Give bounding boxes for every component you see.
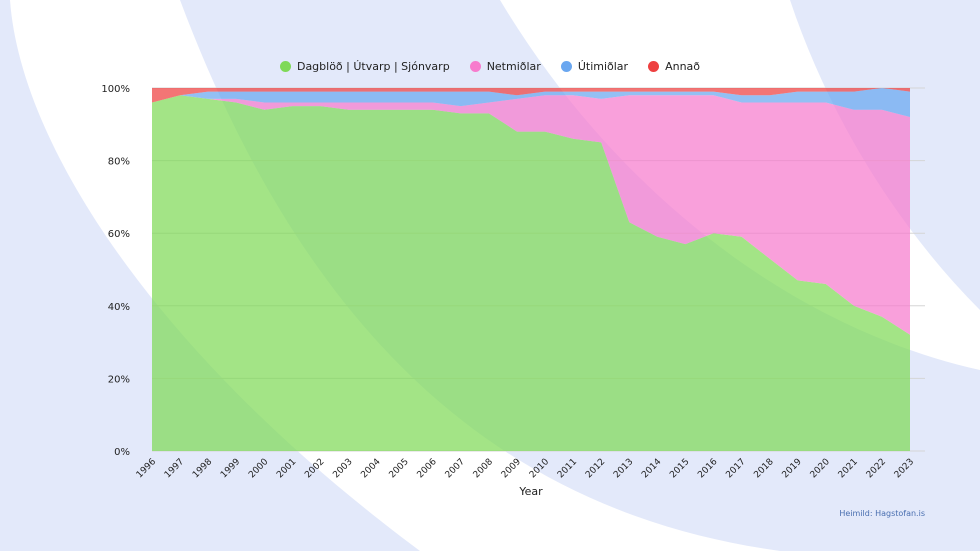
y-tick-label: 100% [101, 84, 130, 95]
legend-label: Dagblöð | Útvarp | Sjónvarp [296, 60, 450, 73]
x-axis-title: Year [518, 485, 543, 498]
x-tick-label: 2005 [388, 457, 411, 480]
legend: Dagblöð | Útvarp | Sjónvarp Netmiðlar Útim… [0, 60, 980, 73]
area-dagbl-tvarp-sj-nvarp [152, 95, 910, 452]
y-tick-label: 0% [114, 447, 130, 458]
legend-item: Dagblöð | Útvarp | Sjónvarp [279, 60, 450, 73]
legend-label: Netmiðlar [486, 60, 541, 73]
legend-swatch [648, 61, 660, 72]
legend-swatch [469, 61, 481, 72]
x-tick-label: 2006 [416, 457, 439, 480]
legend-label: Annað [665, 60, 701, 73]
legend-item: Netmiðlar [469, 60, 541, 73]
y-tick-label: 80% [108, 157, 130, 168]
x-tick-label: 2004 [359, 457, 382, 480]
legend-item: Útimiðlar [560, 60, 629, 73]
y-tick-label: 20% [108, 374, 130, 385]
source-label: Heimild: Hagstofan.is [839, 509, 925, 518]
legend-label: Útimiðlar [577, 60, 629, 73]
area-series [152, 88, 910, 452]
legend-item: Annað [648, 60, 700, 73]
area-anna- [152, 88, 910, 103]
x-tick-label: 2003 [331, 457, 354, 480]
y-tick-label: 40% [108, 302, 130, 313]
legend-swatch [279, 61, 291, 72]
y-tick-label: 60% [108, 229, 130, 240]
y-axis-ticks: 0% 20% 40% 60% 80% 100% [101, 84, 130, 458]
x-tick-label: 2008 [472, 457, 495, 480]
legend-swatch [560, 61, 572, 72]
area-netmi-lar [152, 95, 910, 335]
area--timi-lar [152, 88, 910, 117]
x-tick-label: 2007 [444, 457, 467, 480]
